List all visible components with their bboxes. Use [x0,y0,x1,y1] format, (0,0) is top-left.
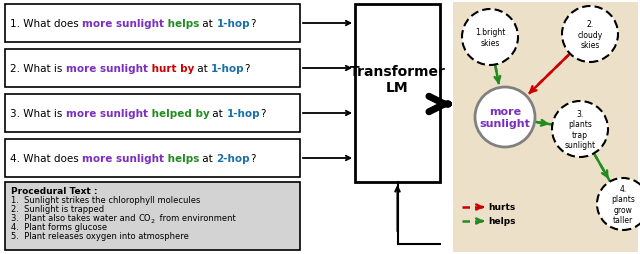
Text: more
sunlight: more sunlight [479,107,531,128]
Text: 3. What is: 3. What is [10,108,66,119]
Text: Procedural Text :: Procedural Text : [11,187,97,196]
Text: 3.  Plant also takes water and: 3. Plant also takes water and [11,214,138,223]
Text: ?: ? [250,153,255,163]
Text: helps: helps [164,19,200,29]
Text: 1-hop: 1-hop [216,19,250,29]
Text: 1.  Sunlight strikes the chlorophyll molecules: 1. Sunlight strikes the chlorophyll mole… [11,196,200,205]
Text: 2.  Sunlight is trapped: 2. Sunlight is trapped [11,205,104,214]
FancyBboxPatch shape [5,182,300,250]
Text: at: at [209,108,227,119]
FancyBboxPatch shape [5,95,300,133]
FancyBboxPatch shape [355,5,440,182]
FancyBboxPatch shape [5,139,300,177]
Text: 2. What is: 2. What is [10,64,66,74]
Text: CO: CO [138,214,150,223]
Circle shape [462,10,518,66]
Text: 4. What does: 4. What does [10,153,82,163]
Circle shape [475,88,535,147]
FancyBboxPatch shape [453,3,638,252]
FancyBboxPatch shape [5,50,300,88]
Text: 4.
plants
grow
taller: 4. plants grow taller [611,184,635,224]
Text: ?: ? [250,19,255,29]
Text: 4.  Plant forms glucose: 4. Plant forms glucose [11,223,107,232]
Text: helps: helps [488,217,515,226]
Text: from environment: from environment [157,214,236,223]
Circle shape [562,7,618,63]
Text: ?: ? [260,108,266,119]
Text: at: at [194,64,211,74]
FancyBboxPatch shape [5,5,300,43]
Text: more sunlight: more sunlight [66,64,148,74]
Text: more sunlight: more sunlight [82,19,164,29]
Text: helps: helps [164,153,200,163]
Text: helped by: helped by [148,108,209,119]
Text: 2.
cloudy
skies: 2. cloudy skies [577,20,603,50]
Text: 2-hop: 2-hop [216,153,250,163]
Text: hurt by: hurt by [148,64,194,74]
Text: more sunlight: more sunlight [66,108,148,119]
Text: more sunlight: more sunlight [82,153,164,163]
Text: at: at [200,153,216,163]
Text: 3.
plants
trap
sunlight: 3. plants trap sunlight [564,109,596,150]
Text: at: at [200,19,216,29]
Text: Transformer
LM: Transformer LM [349,65,445,94]
Circle shape [597,178,640,230]
Text: 1. What does: 1. What does [10,19,82,29]
Text: 2: 2 [150,219,155,224]
Text: 1.bright
skies: 1.bright skies [475,28,505,47]
Text: 1-hop: 1-hop [211,64,244,74]
Text: hurts: hurts [488,203,515,212]
Text: 5.  Plant releases oxygen into atmosphere: 5. Plant releases oxygen into atmosphere [11,232,189,241]
Text: 1-hop: 1-hop [227,108,260,119]
Circle shape [552,102,608,157]
Text: ?: ? [244,64,250,74]
